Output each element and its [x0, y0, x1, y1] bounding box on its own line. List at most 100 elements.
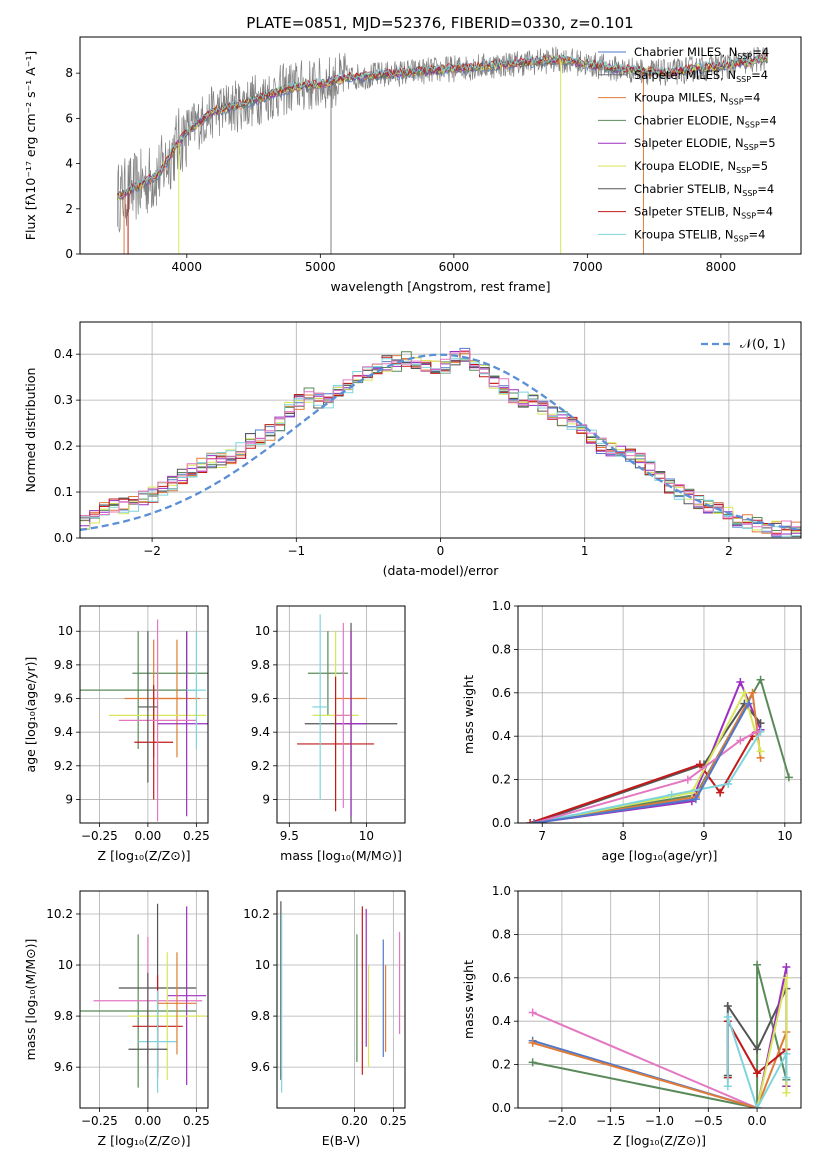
series-marker: [756, 747, 765, 756]
series-marker: [753, 960, 762, 969]
x-tick-label: 0.25: [380, 1114, 407, 1128]
series-line: [533, 731, 757, 823]
mass-vs-metallicity-panel: −0.25 0.00 0.25 9.6 9.8 10 10.2 Z [log₁₀(Z/Z⊙)]…: [23, 890, 210, 1148]
series-line: [532, 964, 788, 1108]
y-tick-label: 9.6: [54, 1060, 73, 1074]
x-tick-label: 0: [437, 544, 445, 558]
series-marker: [756, 719, 765, 728]
series-marker: [667, 790, 676, 799]
x-tick-label: 4000: [172, 260, 203, 274]
series-marker: [528, 1038, 537, 1047]
legend-entry: Salpeter MILES, NSSP=4: [634, 68, 768, 84]
series-marker: [748, 688, 757, 697]
age-vs-mass-panel: 9.5 10 9 9.2 9.4 9.6 9.8 10 mass [log₁₀(M/M⊙)]: [251, 605, 406, 863]
y-tick-label: 9.4: [251, 725, 270, 739]
series-marker: [723, 1012, 732, 1021]
series-marker: [695, 760, 704, 769]
series-marker: [528, 1058, 537, 1067]
x-axis-label: (data-model)/error: [383, 563, 500, 578]
series-marker: [526, 819, 535, 823]
y-axis-label: mass [log₁₀(M/M⊙)]: [23, 939, 38, 1061]
mass-weight-vs-metallicity-panel: −2.0 −1.5 −1.0 −0.5 0.0 0.0 0.2 0.4 0.6 0.8 1.0 Z […: [461, 884, 802, 1148]
x-tick-label: 8: [619, 829, 627, 843]
y-tick-label: 0.6: [492, 971, 511, 985]
x-tick-label: 7: [538, 829, 546, 843]
plot-area: [280, 901, 401, 1093]
series-marker: [530, 819, 539, 823]
y-tick-label: 9.8: [54, 658, 73, 672]
axes-frame: [276, 890, 406, 1109]
y-tick-label: 0.2: [492, 773, 511, 787]
y-tick-label: 9.6: [54, 692, 73, 706]
y-tick-label: 0.0: [492, 1101, 511, 1115]
series-line: [529, 735, 754, 823]
series-marker: [782, 1088, 791, 1097]
legend-entry: Chabrier ELODIE, NSSP=4: [634, 113, 777, 129]
plot-area: [116, 46, 769, 254]
x-tick-label: −1.5: [596, 1114, 625, 1128]
x-tick-label: 2: [725, 544, 733, 558]
series-marker: [683, 775, 692, 784]
y-tick-label: 0.4: [492, 729, 511, 743]
series-marker: [782, 962, 791, 971]
y-tick-label: 10: [58, 624, 73, 638]
x-tick-label: −0.25: [81, 829, 118, 843]
axes-frame: [79, 321, 802, 539]
y-tick-label: 4: [65, 157, 73, 171]
y-tick-label: 6: [65, 111, 73, 125]
x-tick-label: −2.0: [547, 1114, 576, 1128]
axes-frame: [517, 890, 802, 1109]
x-axis-label: age [log₁₀(age/yr)]: [602, 848, 718, 863]
series-marker: [782, 1049, 791, 1058]
residual-histogram-step: [80, 357, 801, 537]
legend-entry: Kroupa ELODIE, NSSP=5: [634, 159, 768, 175]
y-tick-label: 0.8: [492, 642, 511, 656]
y-tick-label: 9.6: [251, 692, 270, 706]
legend-entry: 𝒩(0, 1): [740, 336, 786, 351]
legend-entry: Salpeter STELIB, NSSP=4: [634, 205, 773, 221]
x-tick-label: 5000: [305, 260, 336, 274]
x-tick-label: 6000: [439, 260, 470, 274]
series-line: [534, 689, 762, 823]
y-tick-label: 0.4: [54, 347, 73, 361]
figure-title: PLATE=0851, MJD=52376, FIBERID=0330, z=0…: [246, 14, 633, 32]
plot-area: [80, 619, 208, 822]
y-tick-label: 0.0: [54, 531, 73, 545]
x-tick-label: −1.0: [645, 1114, 674, 1128]
y-tick-label: 10: [255, 624, 270, 638]
axes-frame: [79, 605, 209, 824]
y-tick-label: 9.8: [251, 1009, 270, 1023]
y-axis-label: mass weight: [461, 960, 476, 1039]
spectrum-panel: 4000 5000 6000 7000 8000 0 2 4 6 8 wavelength [Ang…: [23, 36, 802, 294]
axes-frame: [79, 36, 802, 255]
y-tick-label: 0.6: [492, 686, 511, 700]
residual-histogram-panel: −2 −1 0 1 2 0.0 0.1 0.2 0.3 0.4 (data-model)/error…: [23, 321, 802, 578]
legend-entry: Chabrier MILES, NSSP=4: [634, 45, 769, 61]
y-tick-label: 10.2: [243, 907, 270, 921]
y-tick-label: 2: [65, 202, 73, 216]
x-tick-label: −1: [287, 544, 305, 558]
plot-area: [80, 347, 801, 538]
x-tick-label: 9: [700, 829, 708, 843]
series-marker: [716, 788, 725, 797]
series-marker: [528, 1008, 537, 1017]
x-tick-label: 0.20: [341, 1114, 368, 1128]
series-marker: [744, 699, 753, 708]
x-axis-label: Z [log₁₀(Z/Z⊙)]: [98, 1133, 191, 1148]
x-tick-label: 0.00: [135, 829, 162, 843]
y-tick-label: 0.2: [492, 1058, 511, 1072]
y-tick-label: 0.0: [492, 816, 511, 830]
age-vs-metallicity-panel: −0.25 0.00 0.25 9 9.2 9.4 9.6 9.8 10 Z [log₁₀(Z/Z…: [23, 605, 210, 863]
y-axis-label: mass weight: [461, 675, 476, 754]
axes-frame: [517, 605, 802, 824]
y-axis-label: Flux [fλ10⁻¹⁷ erg cm⁻² s⁻¹ A⁻¹]: [23, 51, 38, 240]
residual-histogram-step: [80, 350, 801, 535]
series-marker: [753, 1104, 762, 1108]
x-axis-label: mass [log₁₀(M/M⊙)]: [280, 848, 402, 863]
y-tick-label: 9.4: [54, 725, 73, 739]
x-tick-label: 1: [581, 544, 589, 558]
x-tick-label: 0.00: [135, 1114, 162, 1128]
x-tick-label: 0.25: [183, 829, 210, 843]
y-tick-label: 9.8: [251, 658, 270, 672]
